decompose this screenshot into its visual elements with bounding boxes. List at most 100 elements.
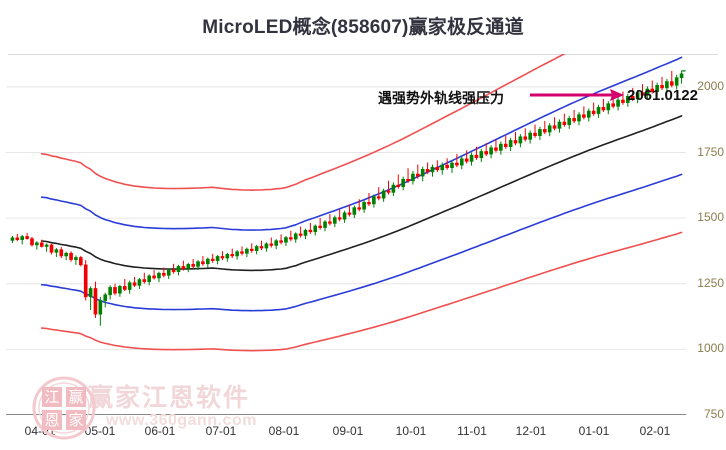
candle-body [669, 81, 674, 86]
brand-logo-icon: 江 赢 恩 家 [32, 376, 96, 440]
candle-body [118, 286, 122, 294]
candle-body [93, 288, 98, 315]
candle-body [328, 221, 332, 224]
x-axis-tick-label: 07-01 [205, 424, 237, 438]
candle-body [298, 233, 303, 236]
candle-body [274, 240, 279, 246]
candle-body [249, 248, 254, 251]
candle-body [88, 288, 93, 298]
y-axis-tick-label: 1500 [697, 210, 724, 225]
candle-body [191, 264, 195, 267]
candle-body [655, 84, 659, 92]
svg-text:赢: 赢 [68, 389, 83, 406]
svg-text:家: 家 [68, 412, 83, 429]
candle-body [347, 212, 352, 215]
candle-body [279, 240, 283, 243]
candle-body [621, 99, 625, 103]
x-axis-tick-label: 02-01 [639, 424, 671, 438]
candle-body [39, 242, 44, 247]
candle-body [147, 275, 152, 282]
candle-body [79, 257, 83, 266]
candle-body [626, 96, 630, 103]
candle-body [25, 236, 29, 239]
candle-body [162, 272, 166, 276]
candle-body [450, 162, 454, 169]
candle-body [499, 143, 503, 151]
candle-body [469, 154, 474, 162]
svg-text:江: 江 [44, 389, 59, 406]
candle-body [415, 173, 420, 177]
candle-body [69, 253, 73, 260]
x-axis-tick-label: 05-01 [84, 424, 116, 438]
candle-body [303, 229, 308, 236]
candle-body [220, 256, 225, 259]
brand-watermark: 赢家江恩软件 [88, 384, 251, 412]
candle-body [235, 251, 239, 257]
candle-body [513, 140, 518, 144]
candle-body [352, 207, 357, 215]
candle-body [49, 244, 54, 253]
candle-body [459, 158, 464, 166]
candle-body [254, 246, 259, 251]
candle-body [425, 169, 430, 173]
y-axis-tick-label: 1000 [697, 341, 724, 356]
candle-body [132, 282, 137, 286]
candle-body [567, 118, 572, 125]
candle-body [401, 178, 405, 187]
outer-lower-band [40, 231, 683, 352]
candle-body [35, 242, 39, 246]
candle-body [142, 279, 147, 282]
candle-body [523, 136, 528, 140]
header-divider [8, 54, 718, 55]
x-axis-tick-label: 01-01 [578, 424, 610, 438]
candle-body [225, 254, 230, 259]
candle-body [484, 151, 489, 155]
candle-body [557, 121, 562, 129]
x-axis-tick-label: 10-01 [395, 424, 427, 438]
candle-body [596, 107, 601, 114]
candle-body [44, 244, 49, 247]
candle-body [381, 190, 386, 199]
candle-body [542, 129, 547, 133]
candle-body [181, 266, 186, 269]
candle-body [205, 258, 210, 265]
candle-body [59, 249, 64, 257]
candle-body [547, 125, 552, 133]
candle-body [518, 136, 523, 144]
candle-body [411, 173, 415, 182]
candle-body [210, 258, 215, 261]
candle-body [445, 164, 449, 169]
candle-body [342, 212, 347, 220]
x-axis-tick-label: 09-01 [332, 424, 364, 438]
candle-body [64, 253, 68, 257]
candle-body [435, 166, 440, 171]
url-watermark: www.360gann.com [106, 412, 257, 429]
candle-body [323, 221, 327, 228]
candle-body [582, 114, 586, 118]
candle-body [196, 261, 200, 267]
y-axis-tick-label: 2000 [697, 78, 724, 93]
y-axis-tick-label: 750 [703, 407, 724, 421]
candle-body [406, 178, 410, 182]
candle-body [245, 248, 249, 254]
candle-body [538, 129, 542, 137]
candle-body [289, 237, 293, 240]
candle-body [665, 81, 669, 89]
candle-body [240, 251, 244, 254]
candle-body [464, 158, 469, 162]
annotation-arrow-head [610, 89, 624, 101]
candle-body [635, 92, 640, 100]
candle-body [137, 279, 142, 286]
candle-body [479, 151, 484, 159]
candle-body [616, 99, 620, 107]
candle-body [103, 294, 108, 301]
candle-body [362, 202, 366, 210]
candle-body [591, 110, 596, 114]
candle-body [396, 184, 401, 187]
candle-body [474, 154, 479, 159]
candle-body [503, 143, 508, 148]
candle-body [562, 121, 567, 125]
candle-body [108, 287, 112, 296]
candle-body [577, 114, 581, 122]
